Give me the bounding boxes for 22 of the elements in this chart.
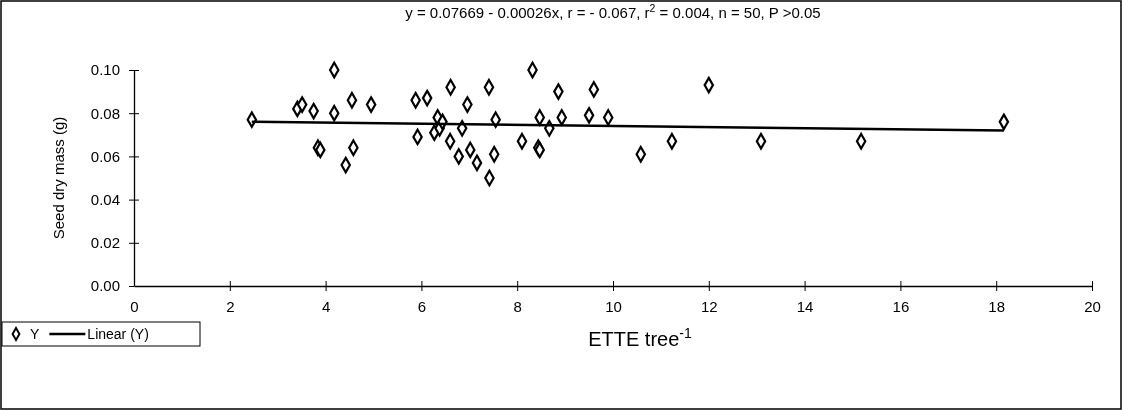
- x-tick-label: 8: [513, 298, 522, 315]
- x-tick-label: 10: [605, 298, 622, 315]
- chart-title: y = 0.07669 - 0.00026x, r = - 0.067, r$^{2}$ = 0.004, n = 50, P >0.05: [405, 2, 821, 21]
- x-tick-label: 18: [988, 298, 1006, 315]
- y-tick-label: 0.04: [90, 190, 120, 208]
- y-tick-label: 0.10: [90, 61, 120, 79]
- y-tick-label: 0.08: [90, 104, 120, 122]
- x-tick-label: 2: [226, 298, 235, 315]
- x-tick-label: 6: [417, 298, 427, 315]
- x-tick-label: 0: [130, 298, 139, 315]
- x-tick-label: 4: [321, 298, 331, 315]
- x-tick-label: 16: [892, 298, 910, 315]
- y-tick-label: 0.06: [90, 147, 120, 165]
- y-tick-label: 0.00: [90, 277, 120, 295]
- y-tick-label: 0.02: [90, 234, 120, 252]
- x-axis-title: ETTE tree$^{-1}$: [588, 325, 693, 350]
- y-axis-title: Seed dry mass (g): [50, 116, 67, 240]
- legend-label: Y: [30, 326, 40, 342]
- x-tick-label: 12: [700, 298, 718, 315]
- x-tick-label: 20: [1084, 298, 1101, 315]
- x-tick-label: 14: [796, 298, 814, 315]
- legend-label: Linear (Y): [87, 326, 149, 342]
